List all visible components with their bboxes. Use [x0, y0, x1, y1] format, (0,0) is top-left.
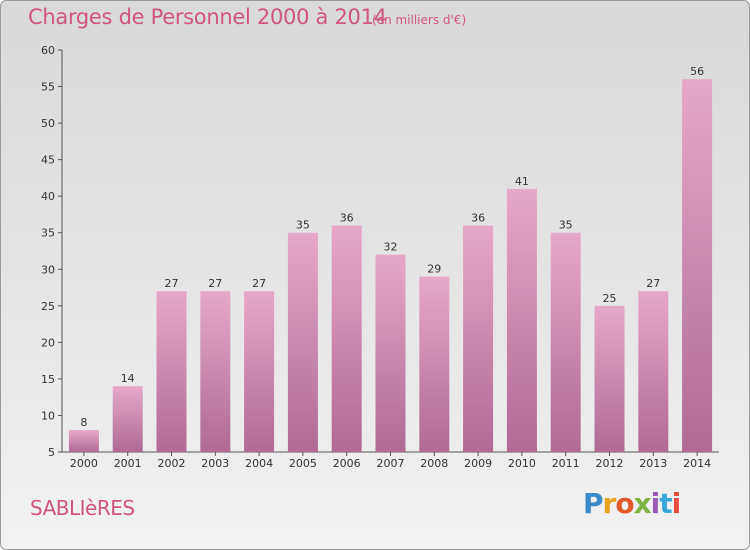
x-tick-label: 2011: [552, 457, 580, 470]
x-tick-label: 2009: [464, 457, 492, 470]
y-tick-label: 40: [41, 190, 55, 203]
x-tick-label: 2006: [333, 457, 361, 470]
x-tick-label: 2013: [639, 457, 667, 470]
bar-value-label: 56: [690, 65, 704, 78]
bar-value-label: 27: [646, 277, 660, 290]
bar: [331, 225, 362, 452]
chart-value-labels: 8 14 27 27 27 35 36 32 29 36 41 35 25 27 56: [80, 65, 704, 429]
chart-x-ticks: 2000 2001 2002 2003 2004 2005 2006 2007 2008 2009…: [70, 452, 711, 470]
bar-value-label: 36: [340, 211, 354, 224]
y-tick-label: 55: [41, 81, 55, 94]
bar-value-label: 35: [296, 219, 310, 232]
chart-subtitle: (en milliers d'€): [372, 13, 467, 27]
bar-value-label: 35: [559, 219, 573, 232]
bar-value-label: 27: [252, 277, 266, 290]
x-tick-label: 2008: [420, 457, 448, 470]
y-tick-label: 30: [41, 263, 55, 276]
commune-name: SABLIèRES: [30, 496, 135, 520]
chart-y-ticks: 5 10 15 20 25 30 35 40 45 50 55 60: [41, 44, 62, 459]
y-tick-label: 60: [41, 44, 55, 57]
bar: [550, 232, 581, 452]
bar: [506, 188, 537, 452]
x-tick-label: 2001: [114, 457, 142, 470]
y-tick-label: 20: [41, 336, 55, 349]
bar-value-label: 29: [427, 263, 441, 276]
bar: [68, 430, 99, 452]
bar: [682, 79, 713, 453]
chart-bars: [68, 79, 713, 453]
bar: [112, 386, 143, 452]
bar: [287, 232, 318, 452]
x-tick-label: 2007: [377, 457, 405, 470]
y-tick-label: 10: [41, 409, 55, 422]
y-tick-label: 50: [41, 117, 55, 130]
bar-value-label: 41: [515, 175, 529, 188]
x-tick-label: 2002: [158, 457, 186, 470]
x-tick-label: 2010: [508, 457, 536, 470]
chart-title: Charges de Personnel 2000 à 2014: [28, 5, 387, 29]
bar: [375, 254, 406, 452]
bar-value-label: 27: [208, 277, 222, 290]
bar-value-label: 8: [80, 416, 87, 429]
bar-value-label: 36: [471, 211, 485, 224]
bar: [638, 291, 669, 452]
bar: [244, 291, 275, 452]
bar-value-label: 32: [384, 241, 398, 254]
bar: [594, 305, 625, 452]
y-tick-label: 5: [48, 446, 55, 459]
x-tick-label: 2005: [289, 457, 317, 470]
y-tick-label: 45: [41, 154, 55, 167]
x-tick-label: 2000: [70, 457, 98, 470]
x-tick-label: 2012: [596, 457, 624, 470]
y-tick-label: 15: [41, 373, 55, 386]
bar-value-label: 27: [165, 277, 179, 290]
bar: [156, 291, 187, 452]
x-tick-label: 2003: [201, 457, 229, 470]
proxiti-logo: Proxiti: [583, 487, 681, 520]
x-tick-label: 2014: [683, 457, 711, 470]
y-tick-label: 35: [41, 227, 55, 240]
y-tick-label: 25: [41, 300, 55, 313]
bar-value-label: 14: [121, 372, 135, 385]
bar: [419, 276, 450, 452]
bar: [200, 291, 231, 452]
bar: [463, 225, 494, 452]
bar-value-label: 25: [603, 292, 617, 305]
x-tick-label: 2004: [245, 457, 273, 470]
